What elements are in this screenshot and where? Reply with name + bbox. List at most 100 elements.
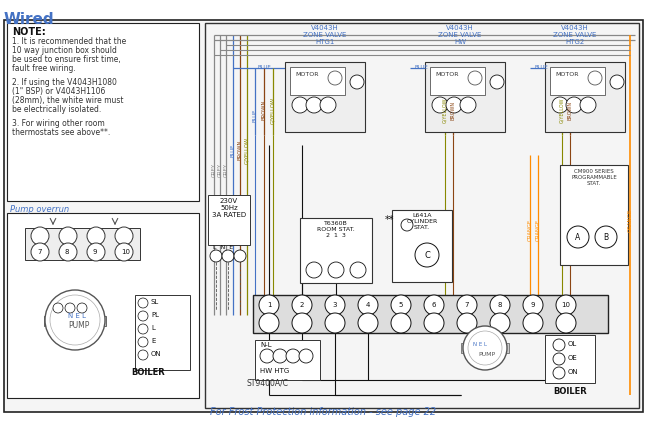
Circle shape [553,353,565,365]
Circle shape [292,97,308,113]
Text: 1: 1 [267,302,271,308]
Circle shape [446,97,462,113]
Text: BOILER: BOILER [131,368,165,377]
Circle shape [222,250,234,262]
Circle shape [556,295,576,315]
Text: fault free wiring.: fault free wiring. [12,64,76,73]
Text: (28mm), the white wire must: (28mm), the white wire must [12,96,124,105]
Circle shape [523,295,543,315]
Text: PUMP: PUMP [68,321,89,330]
Bar [290,67,345,95]
Circle shape [391,295,411,315]
Circle shape [87,227,105,245]
Text: N-L: N-L [260,342,272,348]
Circle shape [138,324,148,334]
Circle shape [457,313,477,333]
Circle shape [424,295,444,315]
Bar [461,343,469,353]
Circle shape [115,243,133,261]
Circle shape [138,311,148,321]
Circle shape [306,97,322,113]
Bar [560,165,628,265]
Text: 10: 10 [121,249,130,255]
Circle shape [610,75,624,89]
Text: OL: OL [568,341,577,347]
Bar [44,316,52,326]
Text: G/YELLOW: G/YELLOW [245,136,250,164]
Circle shape [259,313,279,333]
Circle shape [53,303,63,313]
Text: 9: 9 [93,249,98,255]
Bar [253,295,608,333]
Circle shape [138,298,148,308]
Text: 2. If using the V4043H1080: 2. If using the V4043H1080 [12,78,117,87]
Circle shape [260,349,274,363]
Bar [205,23,639,408]
Text: **: ** [385,215,395,225]
Text: ORANGE: ORANGE [527,219,532,241]
Text: GREY: GREY [223,163,228,177]
Text: (1" BSP) or V4043H1106: (1" BSP) or V4043H1106 [12,87,105,96]
Circle shape [457,295,477,315]
Circle shape [468,71,482,85]
Circle shape [259,295,279,315]
Text: L641A
CYLINDER
STAT.: L641A CYLINDER STAT. [406,213,437,230]
Bar [255,340,320,380]
Circle shape [115,227,133,245]
Circle shape [432,97,448,113]
Text: OE: OE [568,355,578,361]
Circle shape [490,75,504,89]
Text: BLUE: BLUE [230,143,236,157]
Text: 10 way junction box should: 10 way junction box should [12,46,117,55]
Circle shape [523,313,543,333]
Text: V4043H
ZONE VALVE
HW: V4043H ZONE VALVE HW [438,25,481,45]
Circle shape [580,97,596,113]
Circle shape [210,250,222,262]
Text: C: C [424,251,430,260]
Bar [7,213,199,398]
Text: 2: 2 [300,302,304,308]
Text: L: L [151,325,155,331]
Circle shape [490,295,510,315]
Bar [208,195,250,245]
Text: ON: ON [568,369,578,375]
Text: GREY: GREY [217,163,223,177]
Circle shape [553,339,565,351]
Bar [430,67,485,95]
Text: ORANGE: ORANGE [536,219,540,241]
Text: Wired: Wired [4,12,54,27]
Text: ON: ON [151,351,162,357]
Circle shape [50,295,100,345]
Text: A: A [575,233,580,241]
Text: E: E [151,338,155,344]
Text: BROWN: BROWN [237,140,243,160]
Circle shape [65,303,75,313]
Text: B: B [604,233,609,241]
Circle shape [424,313,444,333]
Circle shape [588,71,602,85]
Circle shape [350,262,366,278]
Text: 4: 4 [366,302,370,308]
Bar [501,343,509,353]
Circle shape [468,331,502,365]
Circle shape [415,243,439,267]
Circle shape [350,75,364,89]
Text: BROWN: BROWN [450,100,455,119]
Circle shape [292,313,312,333]
Text: G/YELLOW: G/YELLOW [560,97,564,123]
Text: Pump overrun: Pump overrun [10,205,69,214]
Text: L  N  E: L N E [213,245,233,250]
Text: G/YELLOW: G/YELLOW [443,97,448,123]
Text: BLUE: BLUE [415,65,429,70]
Circle shape [567,226,589,248]
Circle shape [306,262,322,278]
Circle shape [325,295,345,315]
Circle shape [299,349,313,363]
Text: 6: 6 [432,302,436,308]
Text: MOTOR: MOTOR [295,72,318,77]
Text: 8: 8 [65,249,69,255]
Text: SL: SL [151,299,159,305]
Text: ORANGE: ORANGE [628,208,633,232]
Text: be used to ensure first time,: be used to ensure first time, [12,55,121,64]
Text: BLUE: BLUE [535,65,549,70]
